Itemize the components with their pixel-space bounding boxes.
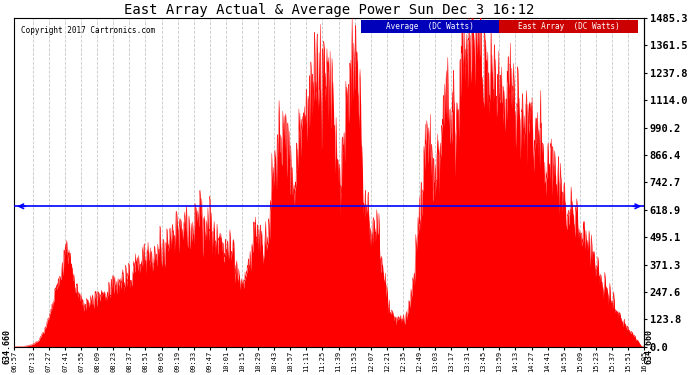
FancyBboxPatch shape	[500, 20, 638, 33]
Text: Copyright 2017 Cartronics.com: Copyright 2017 Cartronics.com	[21, 26, 155, 35]
Text: 634.660: 634.660	[644, 329, 653, 364]
Title: East Array Actual & Average Power Sun Dec 3 16:12: East Array Actual & Average Power Sun De…	[124, 3, 535, 17]
Text: East Array  (DC Watts): East Array (DC Watts)	[518, 22, 620, 31]
FancyBboxPatch shape	[361, 20, 500, 33]
Text: 634.660: 634.660	[2, 329, 11, 364]
Text: Average  (DC Watts): Average (DC Watts)	[386, 22, 474, 31]
